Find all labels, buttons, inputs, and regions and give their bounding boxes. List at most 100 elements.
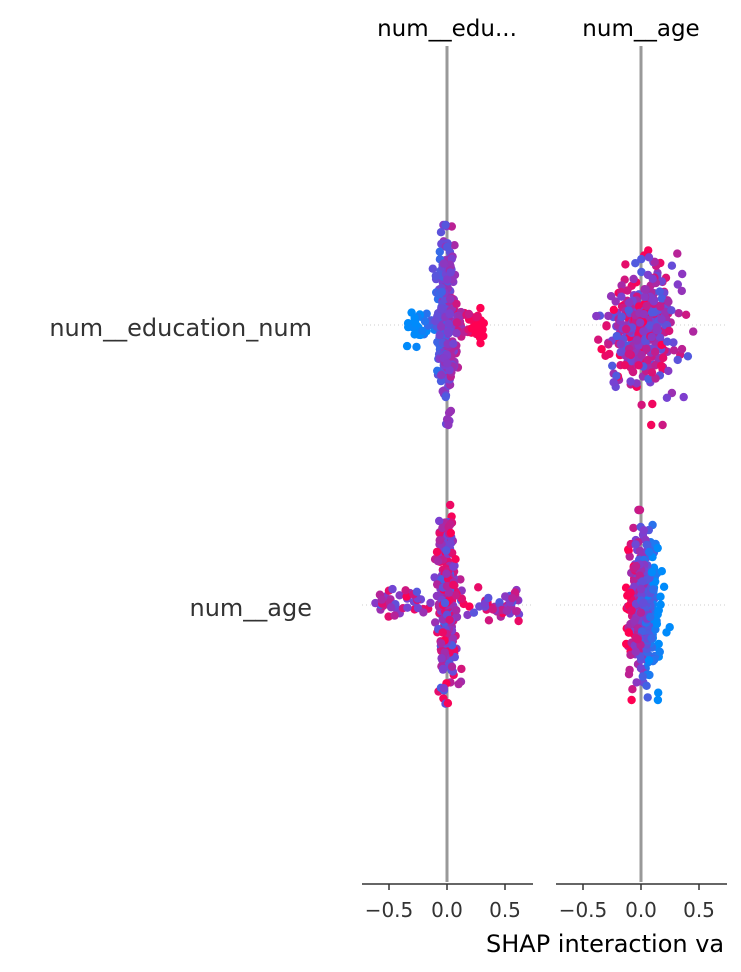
shap-point — [457, 594, 467, 603]
shap-point — [436, 228, 446, 237]
shap-point — [629, 523, 638, 533]
shap-point — [638, 672, 647, 681]
shap-point — [665, 623, 674, 632]
shap-point — [449, 562, 458, 571]
shap-point — [431, 316, 440, 326]
shap-point — [643, 355, 652, 365]
shap-point — [628, 367, 638, 377]
shap-point — [630, 616, 639, 625]
shap-point — [446, 268, 455, 277]
shap-point — [456, 575, 465, 584]
shap-point — [438, 523, 447, 533]
shap-point — [443, 327, 452, 337]
shap-point — [441, 392, 450, 402]
shap-point — [637, 267, 646, 277]
shap-point — [444, 588, 454, 597]
shap-point — [631, 259, 640, 268]
shap-point — [446, 406, 456, 416]
shap-point — [452, 606, 461, 615]
shap-point — [435, 330, 444, 340]
shap-point — [388, 584, 397, 594]
shap-point — [673, 249, 682, 258]
shap-point — [642, 681, 651, 690]
shap-point — [476, 339, 485, 348]
shap-point — [612, 331, 621, 341]
shap-point — [637, 400, 646, 410]
shap-point — [681, 310, 691, 319]
shap-point — [663, 337, 672, 346]
shap-point — [442, 569, 451, 578]
x-axis-panel-2: −0.5 0.0 0.5 — [556, 883, 727, 922]
shap-point — [433, 557, 443, 566]
shap-point — [484, 593, 493, 603]
shap-point — [679, 392, 688, 402]
shap-point — [636, 608, 646, 617]
shap-point — [624, 349, 634, 358]
shap-point — [647, 568, 656, 577]
shap-point — [474, 583, 483, 592]
shap-point — [426, 598, 435, 608]
shap-point — [464, 309, 474, 319]
shap-point — [439, 259, 449, 268]
shap-point — [440, 598, 450, 608]
shap-point — [411, 319, 420, 328]
shap-point — [467, 324, 476, 333]
shap-point — [629, 576, 639, 586]
x-axis-panel-1: −0.5 0.0 0.5 — [362, 883, 533, 922]
shap-point — [612, 371, 621, 380]
shap-point — [446, 294, 455, 304]
shap-point — [444, 420, 453, 430]
shap-point — [395, 591, 404, 600]
shap-point — [626, 377, 635, 386]
shap-point — [437, 370, 446, 380]
shap-point — [512, 607, 521, 616]
shap-point — [449, 339, 458, 348]
shap-point — [446, 500, 455, 510]
shap-point — [438, 664, 448, 674]
shap-point — [624, 628, 633, 637]
shap-point — [620, 361, 629, 370]
shap-point — [371, 598, 380, 608]
dots-panel-2 — [592, 246, 698, 705]
shap-point — [626, 588, 635, 597]
shap-point — [402, 592, 411, 601]
shap-point — [609, 378, 618, 387]
shap-point — [617, 292, 626, 301]
shap-point — [472, 313, 481, 322]
shap-point — [420, 317, 430, 326]
shap-point — [648, 274, 657, 283]
shap-point — [667, 306, 676, 315]
shap-point — [502, 606, 511, 615]
shap-point — [643, 693, 652, 702]
shap-point — [418, 326, 427, 336]
shap-point — [642, 344, 651, 353]
shap-point — [657, 361, 666, 370]
x-tick-label: −0.5 — [559, 898, 608, 922]
shap-point — [447, 662, 457, 671]
shap-point — [435, 247, 444, 256]
shap-point — [631, 561, 641, 571]
shap-point — [436, 376, 446, 386]
shap-point — [627, 606, 636, 615]
shap-point — [653, 543, 662, 553]
shap-point — [609, 305, 618, 314]
shap-point — [438, 628, 447, 637]
shap-point — [659, 353, 668, 363]
shap-point — [452, 299, 461, 309]
shap-point — [445, 365, 454, 375]
shap-point — [451, 591, 460, 600]
shap-point — [435, 536, 444, 545]
shap-point — [621, 260, 630, 269]
shap-point — [443, 275, 452, 284]
shap-point — [664, 297, 673, 306]
shap-point — [625, 665, 634, 675]
shap-point — [446, 520, 455, 529]
shap-point — [655, 287, 664, 296]
x-tick-label: 0.5 — [683, 898, 715, 922]
shap-point — [377, 595, 386, 604]
shap-point — [627, 695, 636, 705]
shap-point — [508, 593, 517, 603]
shap-point — [430, 573, 439, 582]
shap-point — [623, 286, 632, 295]
